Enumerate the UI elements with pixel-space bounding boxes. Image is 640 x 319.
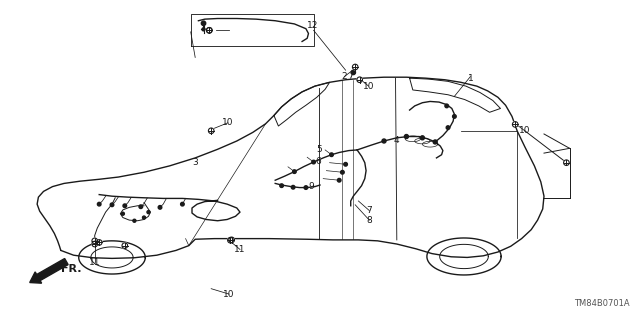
Text: 4: 4 [394, 136, 399, 145]
Text: 1: 1 [468, 74, 473, 83]
Circle shape [228, 237, 233, 243]
Text: FR.: FR. [61, 263, 81, 274]
Circle shape [122, 243, 127, 249]
Text: 10: 10 [363, 82, 374, 91]
Circle shape [139, 205, 143, 209]
Circle shape [158, 205, 162, 209]
Text: 6: 6 [316, 157, 321, 166]
Circle shape [147, 211, 150, 214]
Circle shape [357, 77, 362, 83]
Text: 11: 11 [89, 258, 100, 267]
Text: 10: 10 [222, 118, 234, 127]
Circle shape [209, 128, 214, 134]
Circle shape [133, 219, 136, 222]
Text: 7: 7 [367, 206, 372, 215]
Circle shape [97, 202, 101, 206]
Circle shape [304, 186, 308, 189]
Text: 3: 3 [193, 158, 198, 167]
Circle shape [292, 170, 296, 174]
Circle shape [420, 136, 424, 140]
Circle shape [513, 122, 518, 127]
Text: 10: 10 [519, 126, 531, 135]
FancyArrow shape [29, 258, 68, 283]
Text: 10: 10 [223, 290, 235, 299]
Circle shape [143, 216, 145, 219]
Text: 5: 5 [316, 145, 321, 154]
Circle shape [340, 170, 344, 174]
Circle shape [452, 115, 456, 118]
Circle shape [382, 139, 386, 143]
Circle shape [351, 70, 355, 75]
Circle shape [110, 203, 114, 207]
Circle shape [446, 126, 450, 130]
Circle shape [123, 204, 127, 208]
Circle shape [433, 140, 437, 144]
Text: 9: 9 [308, 182, 314, 191]
Circle shape [92, 238, 97, 244]
Circle shape [291, 185, 295, 189]
Text: 11: 11 [234, 245, 246, 254]
Circle shape [180, 202, 184, 206]
Circle shape [229, 237, 234, 243]
Text: 8: 8 [367, 216, 372, 225]
Circle shape [280, 184, 284, 188]
Circle shape [344, 162, 348, 166]
Text: 2: 2 [342, 72, 347, 81]
Circle shape [122, 212, 124, 215]
Circle shape [97, 240, 102, 245]
Circle shape [312, 160, 316, 164]
Circle shape [92, 241, 97, 247]
Circle shape [202, 21, 205, 26]
Circle shape [207, 27, 212, 33]
Text: TM84B0701A: TM84B0701A [574, 299, 630, 308]
Circle shape [353, 64, 358, 70]
Circle shape [445, 104, 449, 108]
Circle shape [202, 28, 205, 31]
Circle shape [404, 135, 408, 138]
Circle shape [207, 27, 212, 33]
Circle shape [564, 160, 569, 166]
Text: 12: 12 [307, 21, 318, 30]
Circle shape [337, 178, 341, 182]
Circle shape [330, 153, 333, 157]
